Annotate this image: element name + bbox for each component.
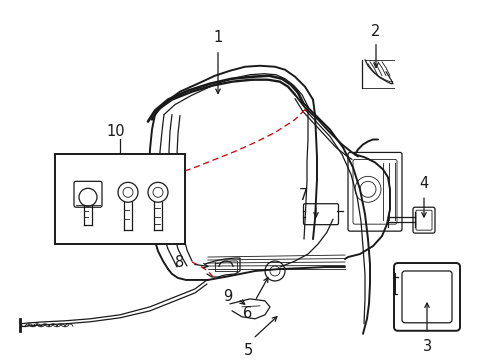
Text: 1: 1: [213, 30, 222, 45]
Text: 4: 4: [419, 176, 428, 191]
Text: 10: 10: [106, 124, 125, 139]
Text: 6: 6: [243, 306, 252, 321]
Text: 5: 5: [243, 343, 252, 358]
Text: 3: 3: [422, 339, 431, 354]
Text: 8: 8: [175, 255, 184, 270]
Text: 7: 7: [298, 188, 307, 203]
Text: 2: 2: [370, 24, 380, 39]
Bar: [55, 154, 184, 244]
Text: 9: 9: [223, 289, 232, 305]
